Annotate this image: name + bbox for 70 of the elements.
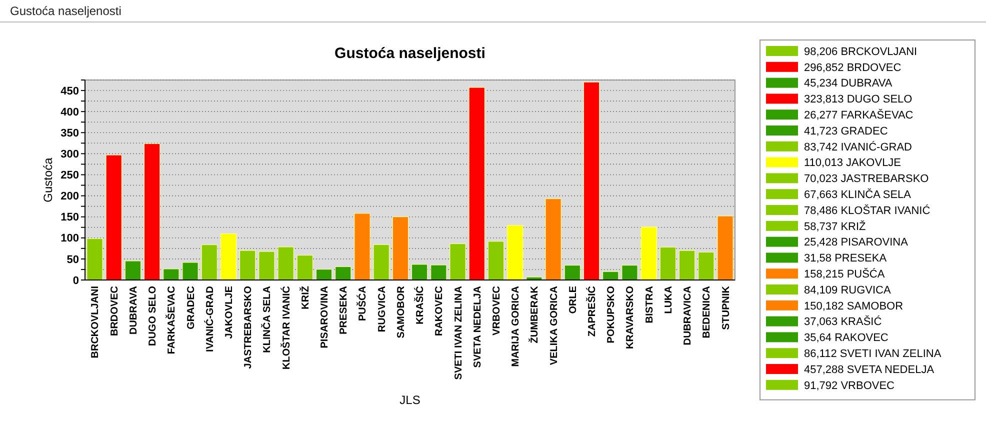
legend-label: 35,64 RAKOVEC	[804, 332, 888, 344]
x-tick-label: VELIKA GORICA	[548, 286, 560, 366]
x-tick-label: PRESEKA	[338, 286, 350, 334]
legend-label: 98,206 BRCKOVLJANI	[804, 46, 918, 58]
x-tick-label: ORLE	[568, 286, 579, 314]
x-tick-label: MARIJA GORICA	[510, 286, 522, 367]
x-tick-label: SAMOBOR	[396, 285, 407, 338]
y-axis-title: Gustoća	[41, 157, 55, 202]
legend-label: 158,215 PUŠĆA	[804, 267, 886, 280]
y-tick-label: 100	[60, 232, 79, 245]
legend-label: 84,109 RUGVICA	[804, 284, 892, 296]
x-tick-label: STUPNIK	[720, 285, 732, 330]
y-tick-label: 0	[72, 274, 79, 287]
x-tick-label: BISTRA	[644, 286, 656, 324]
x-tick-label: PUŠĆA	[356, 286, 369, 322]
x-tick-label: KRAVARSKO	[625, 286, 636, 349]
legend-label: 70,023 JASTREBARSKO	[804, 173, 930, 186]
legend-label: 37,063 KRAŠIĆ	[804, 315, 882, 328]
y-tick-label: 450	[60, 85, 79, 98]
y-tick-label: 50	[66, 254, 79, 266]
legend-label: 91,792 VRBOVEC	[804, 380, 895, 392]
x-tick-label: IVANIĆ-GRAD	[204, 286, 216, 352]
legend-label: 26,277 FARKAŠEVAC	[804, 108, 914, 122]
x-tick-label: JAKOVLJE	[224, 286, 235, 339]
x-tick-label: RUGVICA	[376, 286, 388, 332]
y-tick-label: 150	[60, 212, 79, 224]
legend-label: 323,813 DUGO SELO	[804, 94, 913, 106]
x-tick-label: LUKA	[663, 286, 674, 314]
x-tick-label: PISAROVINA	[320, 286, 331, 348]
legend-label: 31,58 PRESEKA	[804, 252, 888, 265]
x-tick-label: ŽUMBERAK	[528, 285, 541, 344]
x-tick-label: POKUPSKO	[606, 286, 618, 344]
y-tick-label: 250	[60, 170, 79, 182]
legend-label: 67,663 KLINČA SELA	[804, 188, 912, 201]
x-tick-label: BRDOVEC	[109, 286, 120, 336]
legend-label: 78,486 KLOŠTAR IVANIĆ	[804, 204, 930, 217]
x-tick-label: VRBOVEC	[491, 286, 502, 336]
x-tick-label: DUGO SELO	[148, 286, 159, 346]
x-tick-label: SVETA NEDELJA	[472, 286, 484, 368]
text: Gustoća naseljenosti	[10, 4, 122, 18]
y-tick-label: 350	[60, 127, 79, 140]
legend-label: 83,742 IVANIĆ-GRAD	[804, 140, 912, 154]
x-tick-label: GRADEC	[186, 286, 197, 330]
x-tick-label: KLINČA SELA	[261, 286, 274, 353]
x-axis-title: JLS	[400, 393, 420, 407]
x-tick-label: FARKAŠEVAC	[166, 286, 178, 354]
legend-label: 86,112 SVETI IVAN ZELINA	[804, 348, 942, 360]
x-tick-label: SVETI IVAN ZELINA	[453, 286, 464, 380]
x-tick-label: KLOŠTAR IVANIĆ	[280, 286, 292, 370]
x-tick-label: RAKOVEC	[434, 286, 446, 336]
legend-label: 45,234 DUBRAVA	[804, 78, 893, 90]
x-tick-label: KRIŽ	[299, 286, 312, 310]
legend-label: 296,852 BRDOVEC	[804, 62, 902, 74]
legend-label: 58,737 KRIŽ	[804, 220, 866, 233]
x-tick-label: DUBRAVICA	[682, 286, 694, 346]
x-tick-label: KRAŠIĆ	[414, 286, 426, 324]
legend-label: 457,288 SVETA NEDELJA	[804, 364, 935, 376]
legend-label: 150,182 SAMOBOR	[804, 300, 904, 312]
chart-title: Gustoća naseljenosti	[334, 45, 486, 62]
legend-label: 41,723 GRADEC	[804, 125, 888, 138]
x-tick-label: JASTREBARSKO	[243, 286, 254, 369]
y-tick-label: 200	[60, 190, 79, 203]
x-tick-label: ZAPREŠIĆ	[586, 286, 598, 337]
y-tick-label: 400	[60, 106, 79, 118]
y-tick-label: 300	[60, 148, 79, 161]
x-tick-label: BRCKOVLJANI	[90, 286, 102, 358]
x-tick-label: BEDENICA	[702, 286, 713, 338]
legend-label: 25,428 PISAROVINA	[804, 236, 909, 249]
x-tick-label: DUBRAVA	[128, 286, 140, 335]
legend-label: 110,013 JAKOVLJE	[804, 157, 902, 170]
